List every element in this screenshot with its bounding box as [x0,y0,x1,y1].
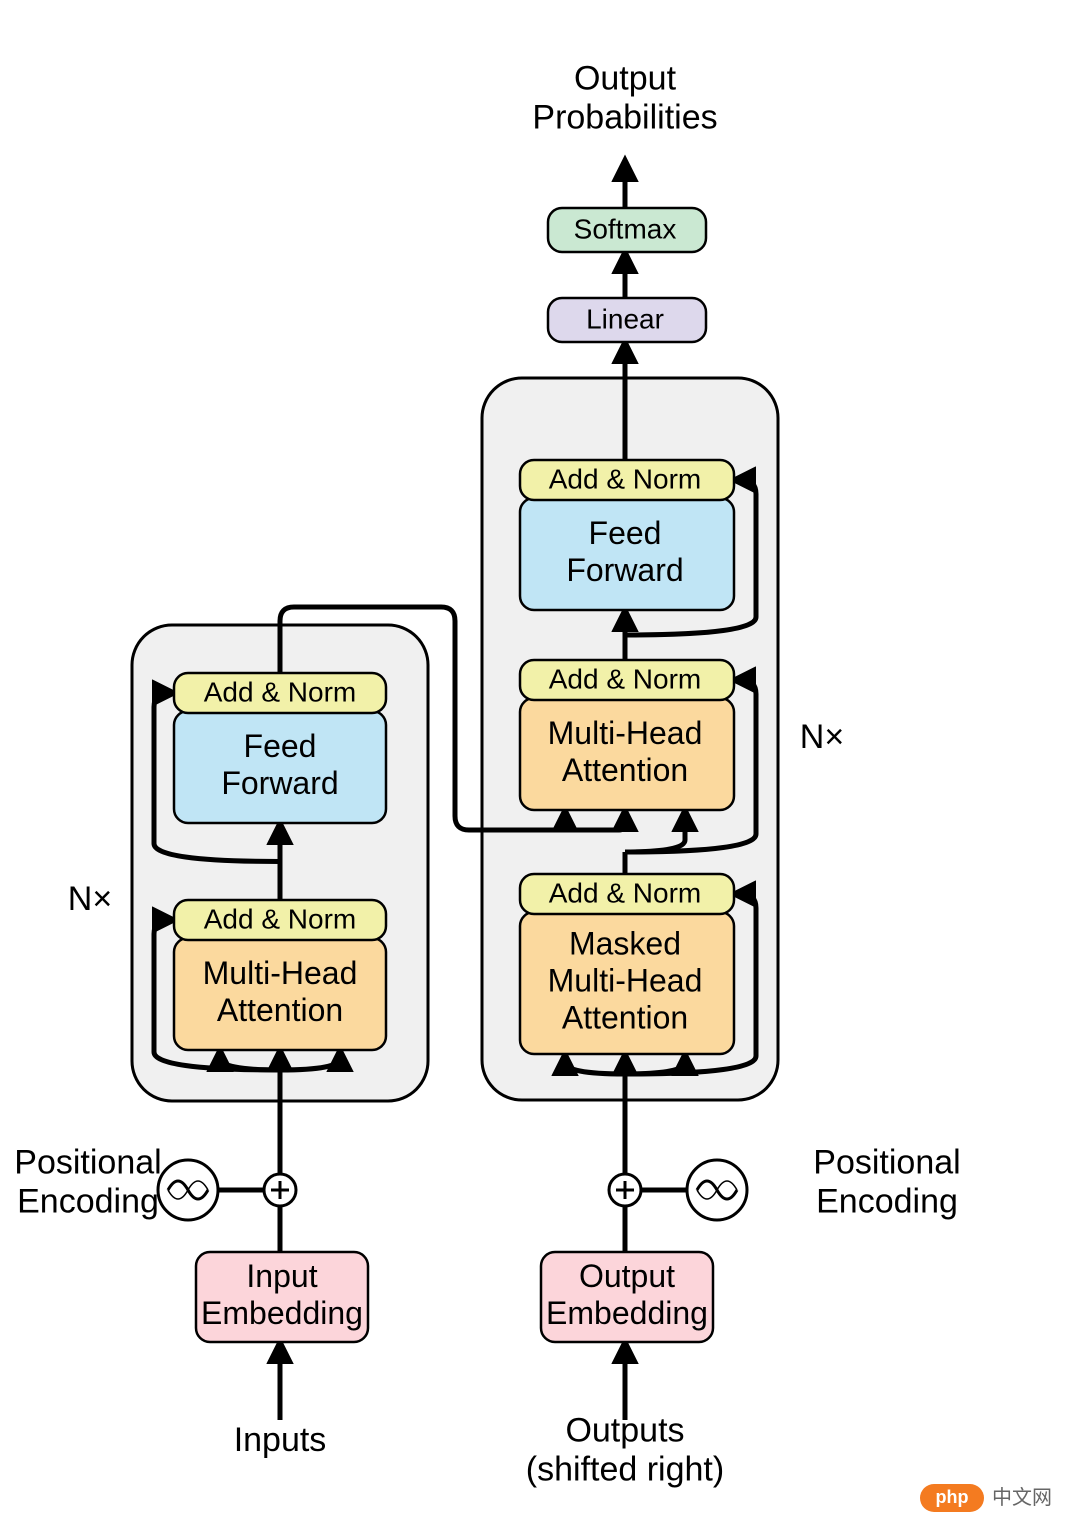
input-embedding-label-line: Input [246,1258,317,1294]
softmax-label: Softmax [574,213,677,244]
output-probabilities-label: OutputProbabilities [532,59,717,136]
posenc-right-label-line: Positional [813,1143,960,1181]
encoder-ff-label-line: Forward [221,765,338,801]
inputs-label: Inputs [234,1421,327,1459]
decoder-addnorm1-label-line: Add & Norm [549,877,702,908]
posenc-left-label-line: Positional [14,1143,161,1181]
outputs-label-line: Outputs [565,1411,684,1449]
output-embedding-label-line: Embedding [546,1295,708,1331]
encoder-addnorm1-label: Add & Norm [204,903,357,934]
encoder-ff-label-line: Feed [244,728,317,764]
outputs-label-line: (shifted right) [526,1451,724,1489]
decoder-mha-label-line: Multi-Head [548,715,703,751]
decoder-masked-label: MaskedMulti-HeadAttention [548,926,703,1036]
encoder-addnorm2-label-line: Add & Norm [204,676,357,707]
watermark-text: 中文网 [992,1486,1052,1509]
encoder-mha-label-line: Multi-Head [203,955,358,991]
decoder-addnorm3-label: Add & Norm [549,463,702,494]
encoder-addnorm2-label: Add & Norm [204,676,357,707]
posenc-right-label-line: Encoding [816,1183,958,1221]
posenc-right-label: PositionalEncoding [813,1143,960,1220]
output-probabilities-label-line: Output [574,59,677,97]
encoder-addnorm1-label-line: Add & Norm [204,903,357,934]
decoder-mha-label: Multi-HeadAttention [548,715,703,788]
encoder-nx-label: N× [68,880,112,918]
outputs-label: Outputs(shifted right) [526,1411,724,1488]
decoder-masked-label-line: Attention [562,999,688,1035]
decoder-nx-label: N× [800,718,844,756]
input-embedding-label-line: Embedding [201,1295,363,1331]
output-embedding-label-line: Output [579,1258,675,1294]
inputs-label-line: Inputs [234,1421,327,1459]
decoder-masked-label-line: Masked [569,926,681,962]
decoder-addnorm2-label-line: Add & Norm [549,663,702,694]
posenc-left-label-line: Encoding [17,1183,159,1221]
decoder-ff-label-line: Feed [589,515,662,551]
softmax-label-line: Softmax [574,213,677,244]
encoder-mha-label-line: Attention [217,992,343,1028]
posenc-left-label: PositionalEncoding [14,1143,161,1220]
decoder-addnorm1-label: Add & Norm [549,877,702,908]
decoder-addnorm3-label-line: Add & Norm [549,463,702,494]
decoder-masked-label-line: Multi-Head [548,962,703,998]
linear-label: Linear [586,303,664,334]
decoder-mha-label-line: Attention [562,752,688,788]
output-probabilities-label-line: Probabilities [532,99,717,137]
decoder-addnorm2-label: Add & Norm [549,663,702,694]
watermark-pill-text: php [936,1487,969,1507]
encoder-mha-label: Multi-HeadAttention [203,955,358,1028]
linear-label-line: Linear [586,303,664,334]
decoder-ff-label-line: Forward [566,552,683,588]
